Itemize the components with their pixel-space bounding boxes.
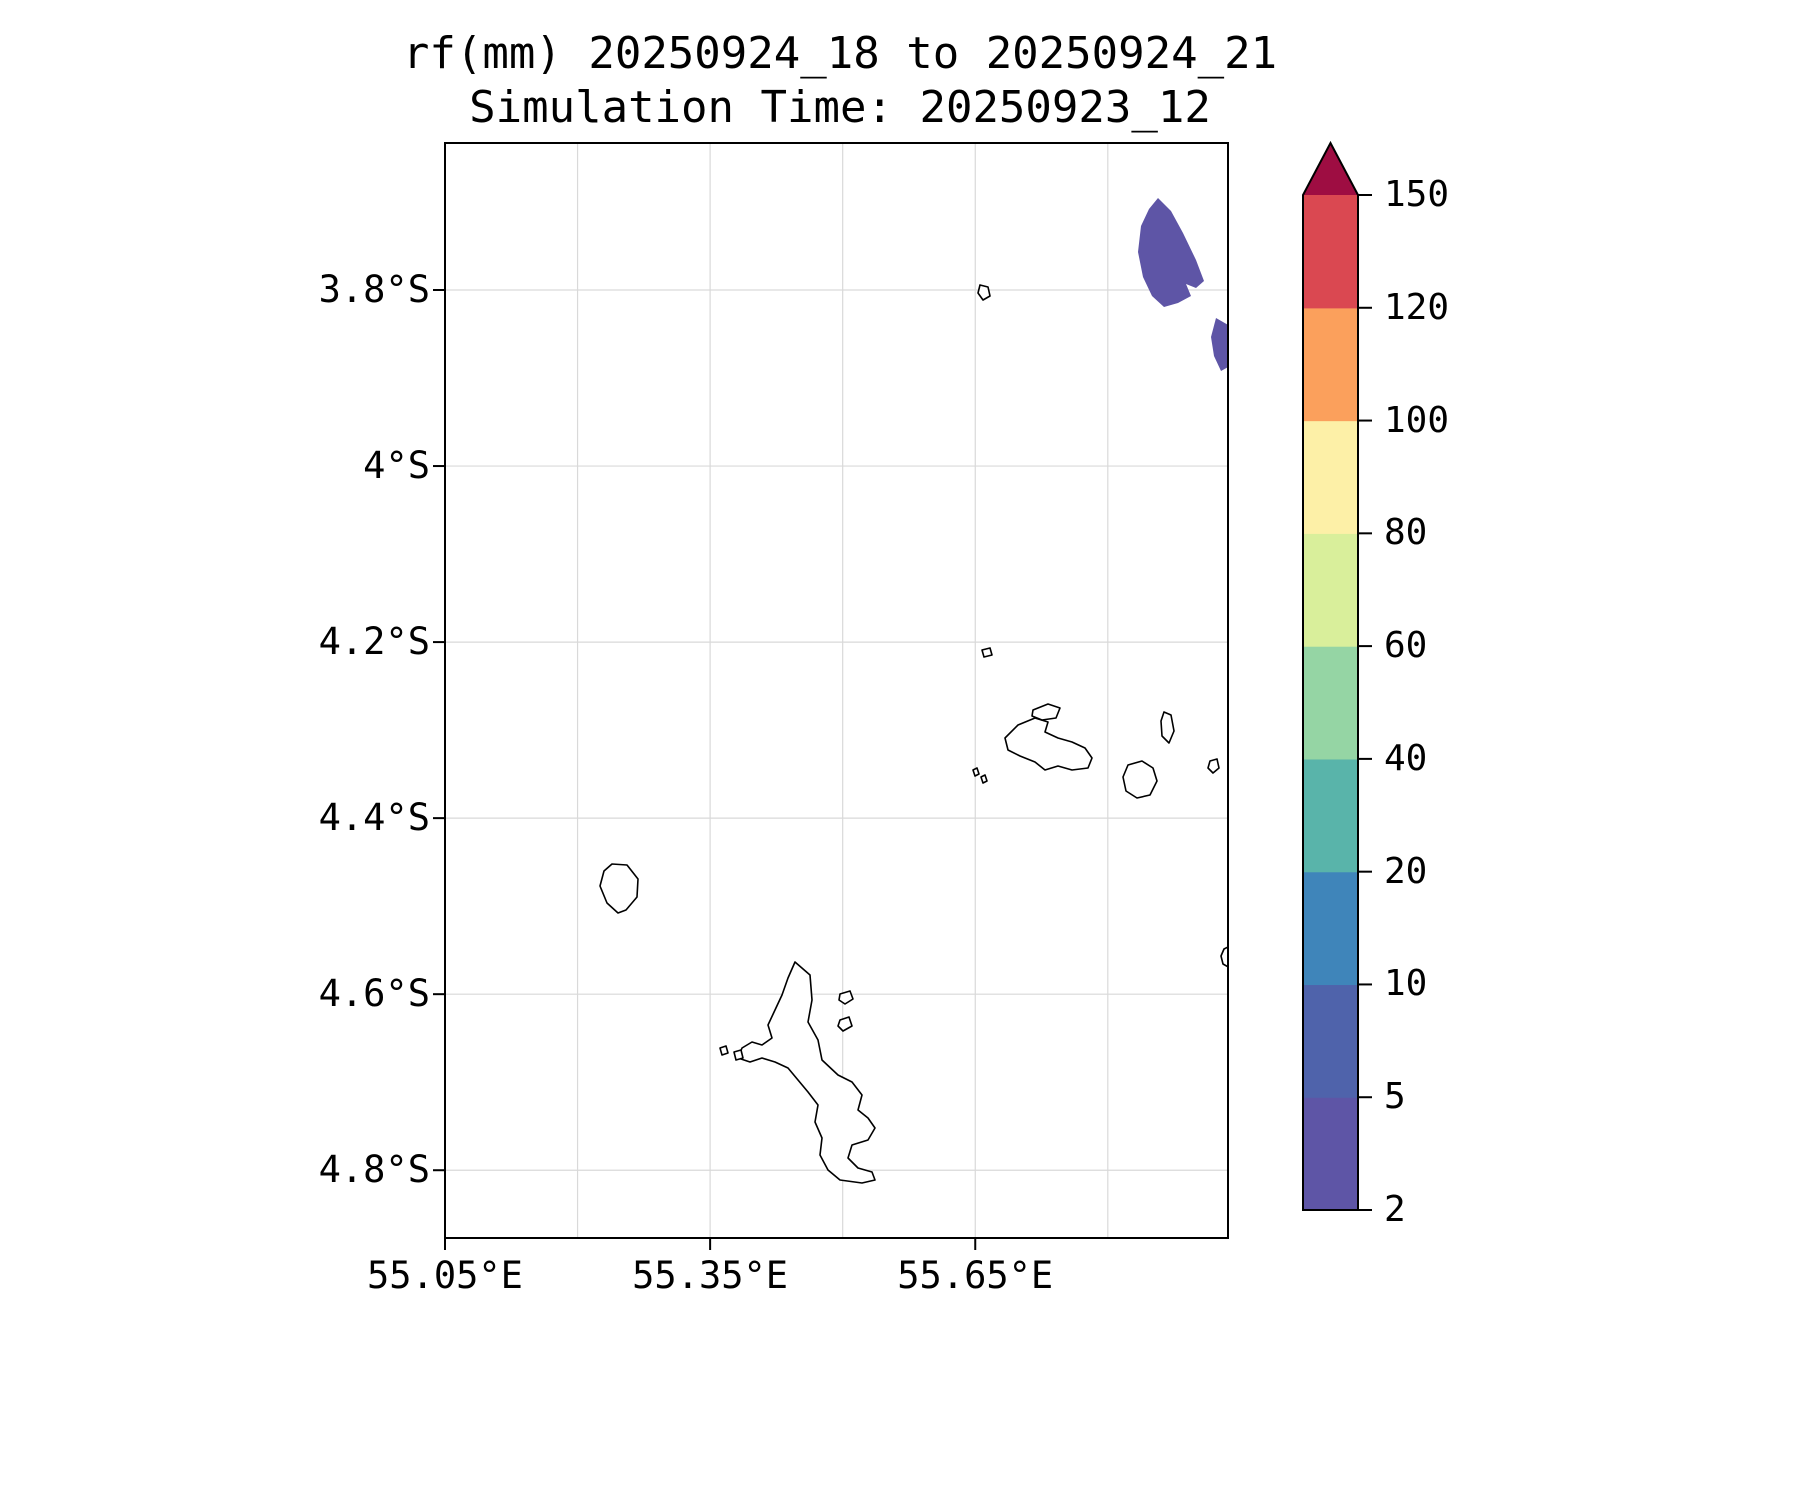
- colorbar-segment: [1303, 420, 1358, 534]
- colorbar-tick-label: 2: [1384, 1189, 1406, 1230]
- island-coastline: [1122, 760, 1158, 799]
- colorbar-tick-label: 80: [1384, 512, 1428, 554]
- axis-ticks: [433, 288, 977, 1250]
- colorbar-tick-label: 5: [1384, 1076, 1406, 1118]
- island-coastline: [1004, 717, 1093, 771]
- x-tick-label: 55.35°E: [632, 1254, 789, 1297]
- island-coastline: [733, 1049, 744, 1061]
- island-coastline: [737, 961, 876, 1184]
- colorbar: [1302, 140, 1372, 1211]
- colorbar-segment: [1303, 1097, 1358, 1211]
- island-coastline: [838, 990, 854, 1005]
- colorbar-over-arrow: [1303, 143, 1358, 195]
- coastlines: [599, 284, 1228, 1184]
- island-coastline: [977, 284, 991, 301]
- island-coastline: [981, 647, 993, 658]
- plot-background: [445, 143, 1228, 1238]
- colorbar-segment: [1303, 871, 1358, 986]
- plot-frame: [444, 142, 1229, 1239]
- colorbar-tick-label: 60: [1384, 625, 1428, 667]
- y-tick-label: 3.8°S: [318, 267, 430, 311]
- colorbar-segment: [1303, 646, 1358, 760]
- island-coastline: [837, 1016, 853, 1032]
- y-tick-label: 4.8°S: [318, 1148, 430, 1192]
- island-coastline: [719, 1045, 729, 1056]
- y-tick-label: 4°S: [363, 444, 430, 488]
- colorbar-tick-label: 20: [1384, 850, 1428, 892]
- island-coastline: [1031, 703, 1061, 721]
- x-tick-label: 55.65°E: [897, 1254, 1054, 1297]
- colorbar-segment: [1303, 533, 1358, 647]
- colorbar-tick-label: 120: [1384, 286, 1450, 328]
- island-coastline: [972, 767, 980, 777]
- colorbar-tick-label: 10: [1384, 963, 1428, 1005]
- colorbar-outline: [1302, 140, 1359, 1211]
- y-tick-label: 4.6°S: [318, 972, 430, 1016]
- island-coastline: [980, 774, 988, 784]
- island-coastline: [1207, 758, 1220, 774]
- colorbar-tick-label: 150: [1384, 174, 1450, 215]
- chart-subtitle: Simulation Time: 20250923_12: [469, 82, 1211, 133]
- y-tick-label: 4.2°S: [318, 620, 430, 664]
- x-tick-label: 55.05°E: [367, 1254, 523, 1297]
- colorbar-tick-label: 100: [1384, 399, 1450, 441]
- rain-contour-patch: [1211, 318, 1228, 371]
- island-coastline: [599, 863, 639, 914]
- colorbar-tick-label: 40: [1384, 737, 1428, 779]
- rain-contour-patch: [1138, 198, 1204, 307]
- colorbar-segment: [1303, 758, 1358, 873]
- gridlines: [445, 143, 1228, 1238]
- island-coastline: [1220, 946, 1228, 968]
- y-tick-label: 4.4°S: [318, 796, 430, 840]
- island-coastline: [1160, 711, 1175, 744]
- colorbar-segment: [1303, 984, 1358, 1098]
- rainfall-contours: [1138, 198, 1228, 371]
- colorbar-segment: [1303, 307, 1358, 422]
- colorbar-segment: [1303, 195, 1358, 309]
- chart-title: rf(mm) 20250924_18 to 20250924_21: [402, 28, 1278, 79]
